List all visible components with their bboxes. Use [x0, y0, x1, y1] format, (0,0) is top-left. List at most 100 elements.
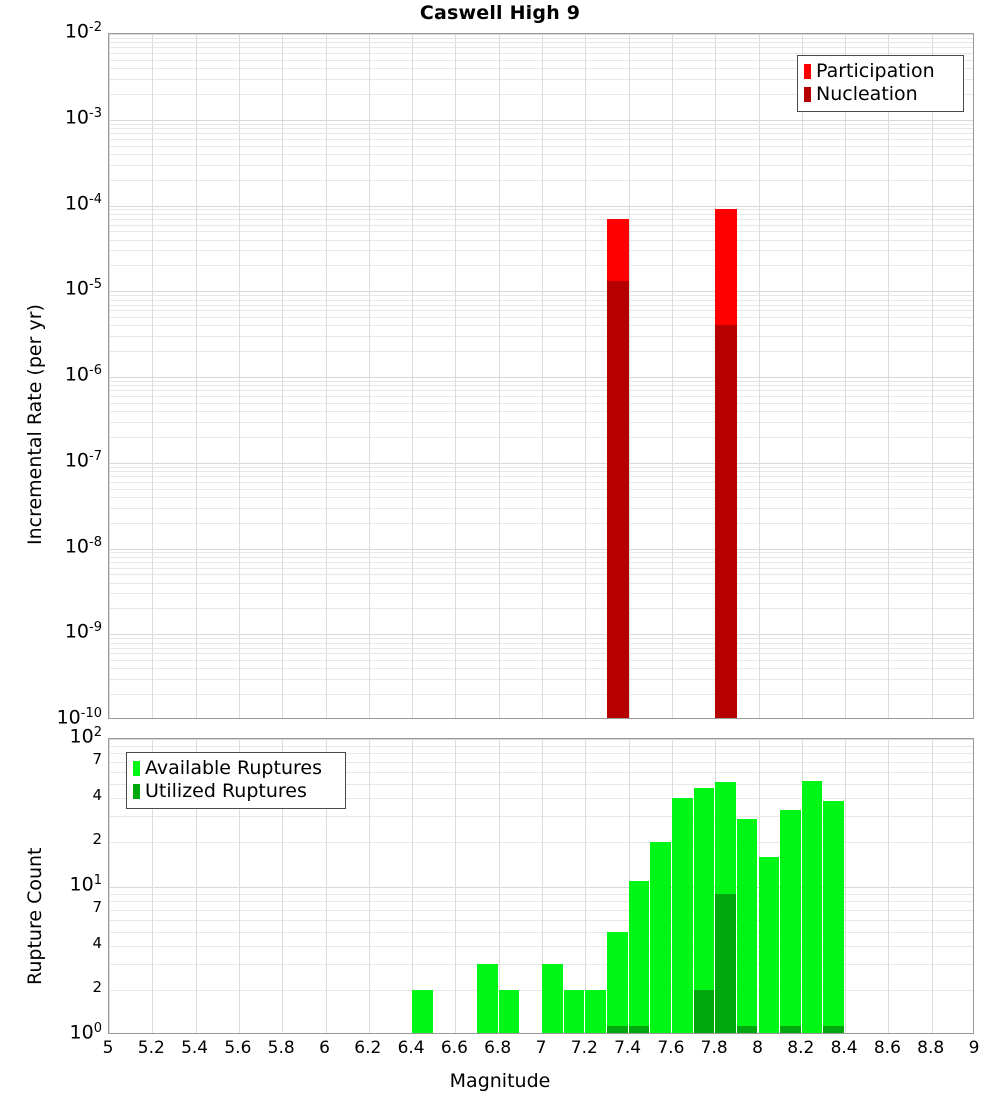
- gridline-horizontal: [109, 128, 973, 130]
- x-tick-label: 5.8: [267, 1038, 295, 1058]
- x-tick-label: 6.6: [440, 1038, 468, 1058]
- gridline-horizontal: [109, 522, 973, 524]
- gridline-horizontal: [109, 250, 973, 252]
- gridline-vertical: [152, 34, 154, 718]
- legend-swatch-icon: [804, 64, 811, 79]
- bar-available-ruptures: [758, 856, 780, 1033]
- gridline-horizontal: [109, 574, 973, 576]
- gridline-horizontal: [109, 291, 973, 293]
- gridline-horizontal: [109, 567, 973, 569]
- gridline-horizontal: [109, 797, 973, 799]
- bar-available-ruptures: [628, 880, 650, 1033]
- gridline-horizontal: [109, 380, 973, 382]
- y-tick-minor: 7: [92, 749, 102, 768]
- x-tick-label: 6.4: [397, 1038, 425, 1058]
- gridline-horizontal: [109, 59, 973, 61]
- bar-available-ruptures: [606, 931, 628, 1033]
- x-tick-label: 7.4: [614, 1038, 642, 1058]
- gridline-vertical: [888, 34, 890, 718]
- top-y-axis-label: Incremental Rate (per yr): [24, 304, 46, 545]
- gridline-horizontal: [109, 93, 973, 95]
- gridline-horizontal: [109, 421, 973, 423]
- gridline-horizontal: [109, 239, 973, 241]
- gridline-horizontal: [109, 218, 973, 220]
- gridline-horizontal: [109, 310, 973, 312]
- y-tick-minor: 2: [92, 978, 102, 997]
- gridline-vertical: [455, 739, 457, 1033]
- gridline-horizontal: [109, 608, 973, 610]
- legend-label: Utilized Ruptures: [145, 780, 307, 802]
- gridline-vertical: [195, 739, 197, 1033]
- gridline-horizontal: [109, 209, 973, 211]
- gridline-horizontal: [109, 653, 973, 655]
- legend-label: Available Ruptures: [145, 757, 322, 779]
- gridline-vertical: [109, 34, 110, 718]
- gridline-horizontal: [109, 556, 973, 558]
- x-tick-label: 9: [968, 1038, 980, 1058]
- gridline-horizontal: [109, 123, 973, 125]
- gridline-horizontal: [109, 78, 973, 80]
- gridline-horizontal: [109, 133, 973, 135]
- gridline-vertical: [325, 739, 327, 1033]
- gridline-vertical: [282, 34, 284, 718]
- gridline-horizontal: [109, 964, 973, 966]
- x-tick-label: 6: [319, 1038, 330, 1058]
- y-tick-major: 10-2: [64, 20, 102, 43]
- gridline-horizontal: [109, 153, 973, 155]
- gridline-horizontal: [109, 436, 973, 438]
- bar-utilized-ruptures: [628, 1026, 650, 1033]
- bottom-legend-item: Available Ruptures: [133, 757, 338, 780]
- gridline-horizontal: [109, 481, 973, 483]
- gridline-horizontal: [109, 396, 973, 398]
- gridline-horizontal: [109, 68, 973, 70]
- gridline-horizontal: [109, 582, 973, 584]
- gridline-horizontal: [109, 304, 973, 306]
- bar-utilized-ruptures: [780, 1026, 801, 1033]
- gridline-horizontal: [109, 325, 973, 327]
- gridline-horizontal: [109, 783, 973, 785]
- bar-available-ruptures: [671, 797, 693, 1033]
- gridline-vertical: [671, 34, 673, 718]
- gridline-horizontal: [109, 552, 973, 554]
- gridline-horizontal: [109, 745, 973, 747]
- gridline-horizontal: [109, 507, 973, 509]
- x-tick-label: 5.2: [137, 1038, 165, 1058]
- gridline-horizontal: [109, 231, 973, 233]
- gridline-horizontal: [109, 119, 973, 121]
- y-tick-major: 102: [69, 725, 102, 748]
- gridline-horizontal: [109, 638, 973, 640]
- bar-available-ruptures: [477, 964, 498, 1033]
- y-tick-minor: 2: [92, 830, 102, 849]
- gridline-horizontal: [109, 295, 973, 297]
- gridline-horizontal: [109, 919, 973, 921]
- y-tick-major: 10-7: [64, 448, 102, 472]
- x-tick-label: 5: [102, 1038, 114, 1058]
- gridline-vertical: [412, 739, 414, 1033]
- gridline-horizontal: [109, 634, 973, 636]
- x-tick-label: 7.6: [657, 1038, 685, 1058]
- gridline-horizontal: [109, 548, 973, 550]
- x-tick-label: 7: [535, 1038, 547, 1058]
- legend-label: Participation: [816, 60, 935, 82]
- y-tick-major: 10-5: [64, 277, 102, 300]
- gridline-horizontal: [109, 299, 973, 301]
- gridline-horizontal: [109, 990, 973, 992]
- bar-utilized-ruptures: [606, 1026, 628, 1033]
- bottom-legend: Available Ruptures Utilized Ruptures: [126, 752, 346, 809]
- bar-available-ruptures: [693, 787, 715, 1033]
- gridline-horizontal: [109, 47, 973, 49]
- x-tick-label: 6.2: [354, 1038, 382, 1058]
- bar-available-ruptures: [650, 842, 671, 1033]
- gridline-horizontal: [109, 265, 973, 267]
- gridline-horizontal: [109, 37, 973, 39]
- gridline-horizontal: [109, 771, 973, 773]
- gridline-vertical: [628, 34, 630, 718]
- gridline-horizontal: [109, 887, 973, 888]
- gridline-vertical: [238, 34, 240, 718]
- legend-swatch-icon: [133, 784, 140, 799]
- gridline-vertical: [368, 739, 370, 1033]
- x-tick-label: 7.8: [700, 1038, 728, 1058]
- gridline-horizontal: [109, 336, 973, 338]
- gridline-horizontal: [109, 390, 973, 392]
